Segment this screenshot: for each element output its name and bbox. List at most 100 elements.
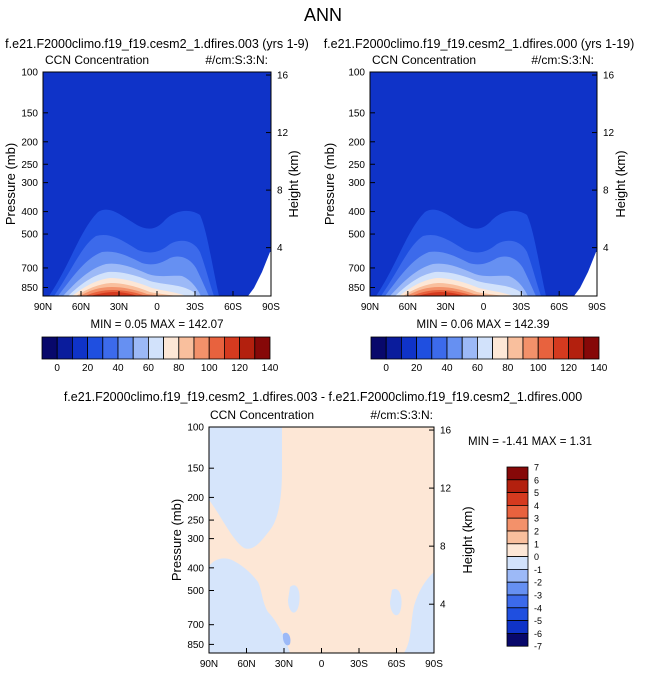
colorbar-swatch — [522, 336, 539, 360]
ytick-label: 100 — [348, 68, 365, 79]
panel-c-y2ticks: 16 12 8 4 — [429, 426, 452, 611]
xtick-label: 60N — [399, 302, 417, 313]
colorbar-swatch — [72, 336, 89, 360]
panel-c-field-label: CCN Concentration — [210, 408, 314, 422]
panel-c-y2label: Height (km) — [460, 506, 475, 573]
colorbar-swatch — [400, 336, 417, 360]
panel-a-title: f.e21.F2000climo.f19_f19.cesm2_1.dfires.… — [5, 37, 309, 51]
panel-a-ylabel: Pressure (mb) — [3, 143, 18, 225]
colorbar-label: 20 — [411, 363, 423, 374]
ytick-label: 200 — [348, 137, 365, 148]
ytick-label: 850 — [348, 283, 365, 294]
colorbar-label: 80 — [502, 363, 514, 374]
colorbar-label: 0 — [54, 363, 60, 374]
xtick-label: 0 — [154, 302, 160, 313]
colorbar-swatch — [147, 336, 164, 360]
ytick-label: 700 — [348, 263, 365, 274]
panel-a-antarctic-mask — [248, 252, 271, 296]
colorbar-swatch — [506, 504, 529, 519]
panel-c: f.e21.F2000climo.f19_f19.cesm2_1.dfires.… — [64, 390, 592, 670]
y2tick-label: 12 — [440, 484, 452, 495]
colorbar-swatch — [568, 336, 585, 360]
colorbar-swatch — [506, 556, 529, 570]
xtick-label: 30S — [186, 302, 204, 313]
ytick-label: 500 — [21, 230, 38, 241]
colorbar-label: 140 — [262, 363, 279, 374]
colorbar-swatch — [506, 620, 529, 634]
panel-b-yticks: 100 150 200 250 300 400 500 700 850 — [348, 68, 375, 294]
panel-c-positive-region — [209, 427, 434, 653]
panel-a-field-label: CCN Concentration — [45, 53, 149, 67]
xtick-label: 60S — [388, 659, 406, 670]
panel-a-y2label: Height (km) — [286, 150, 301, 217]
colorbar-swatch — [163, 336, 180, 360]
colorbar-label: 60 — [143, 363, 155, 374]
colorbar-label: -5 — [534, 616, 542, 626]
y2tick-label: 12 — [603, 128, 615, 139]
colorbar-label: 0 — [383, 363, 389, 374]
colorbar-swatch — [431, 336, 448, 360]
colorbar-swatch — [416, 336, 433, 360]
colorbar-label: 1 — [534, 539, 539, 549]
colorbar-swatch — [461, 336, 478, 360]
panel-b: f.e21.F2000climo.f19_f19.cesm2_1.dfires.… — [322, 37, 634, 374]
colorbar-swatch — [239, 336, 256, 360]
xtick-label: 90N — [200, 659, 218, 670]
ytick-label: 200 — [21, 137, 38, 148]
ytick-label: 300 — [21, 178, 38, 189]
colorbar-swatch — [506, 492, 529, 506]
colorbar-label: -7 — [534, 642, 542, 652]
colorbar-swatch — [87, 336, 104, 360]
panel-b-units-label: #/cm:S:3:N: — [531, 53, 594, 67]
panel-c-units-label: #/cm:S:3:N: — [370, 408, 433, 422]
colorbar-label: -2 — [534, 578, 542, 588]
colorbar-label: -1 — [534, 565, 542, 575]
panel-c-negative-lobe-west — [209, 599, 231, 653]
xtick-label: 60N — [72, 302, 90, 313]
colorbar-label: 0 — [534, 552, 539, 562]
panel-a-y2ticks: 16 12 8 4 — [266, 71, 289, 254]
ytick-label: 850 — [187, 640, 204, 651]
colorbar-label: 40 — [112, 363, 124, 374]
colorbar-swatch — [506, 543, 529, 557]
panel-c-negative-pocket-2 — [390, 589, 402, 616]
panel-b-colorbar: 0 20 40 60 80 100 120 140 — [370, 336, 608, 374]
xtick-label: 30S — [350, 659, 368, 670]
colorbar-swatch — [506, 633, 529, 647]
panel-b-field-label: CCN Concentration — [372, 53, 476, 67]
colorbar-swatch — [583, 336, 600, 360]
colorbar-label: 2 — [534, 527, 539, 537]
colorbar-swatch — [193, 336, 210, 360]
colorbar-swatch — [506, 530, 529, 545]
panel-b-y2ticks: 16 12 8 4 — [592, 71, 615, 254]
colorbar-swatch — [178, 336, 195, 360]
colorbar-swatch — [102, 336, 119, 360]
colorbar-swatch — [446, 336, 463, 360]
colorbar-label: 140 — [591, 363, 608, 374]
xtick-label: 90N — [361, 302, 379, 313]
colorbar-label: 120 — [231, 363, 248, 374]
ytick-label: 150 — [187, 464, 204, 475]
ytick-label: 150 — [21, 108, 38, 119]
colorbar-label: 7 — [534, 463, 539, 473]
ytick-label: 700 — [187, 620, 204, 631]
colorbar-label: 6 — [534, 475, 539, 485]
ytick-label: 150 — [348, 108, 365, 119]
panel-a-colorbar: 0 20 40 60 80 100 120 140 — [41, 336, 279, 374]
colorbar-swatch — [506, 594, 529, 609]
panel-c-minmax: MIN = -1.41 MAX = 1.31 — [468, 436, 592, 448]
colorbar-label: -4 — [534, 603, 542, 613]
colorbar-swatch — [370, 336, 387, 360]
colorbar-swatch — [476, 336, 493, 360]
ytick-label: 500 — [187, 586, 204, 597]
colorbar-label: 60 — [472, 363, 484, 374]
colorbar-swatch — [492, 336, 509, 360]
panel-a-contour-130 — [90, 292, 138, 296]
ytick-label: 300 — [348, 178, 365, 189]
ytick-label: 850 — [21, 283, 38, 294]
ytick-label: 500 — [348, 230, 365, 241]
xtick-label: 90N — [34, 302, 52, 313]
colorbar-label: -6 — [534, 629, 542, 639]
xtick-label: 30N — [275, 659, 293, 670]
